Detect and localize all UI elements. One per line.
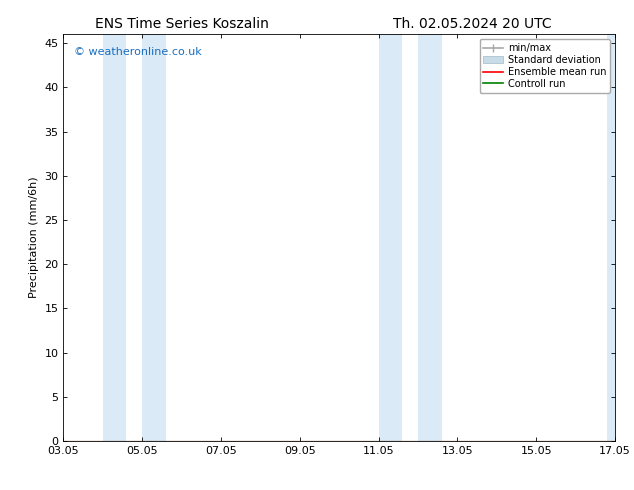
Text: ENS Time Series Koszalin: ENS Time Series Koszalin — [95, 17, 269, 31]
Bar — [142, 34, 166, 441]
Y-axis label: Precipitation (mm/6h): Precipitation (mm/6h) — [29, 177, 39, 298]
Bar — [418, 34, 442, 441]
Text: Th. 02.05.2024 20 UTC: Th. 02.05.2024 20 UTC — [393, 17, 552, 31]
Text: © weatheronline.co.uk: © weatheronline.co.uk — [74, 47, 202, 56]
Bar — [378, 34, 402, 441]
Bar — [607, 34, 623, 441]
Bar — [103, 34, 126, 441]
Legend: min/max, Standard deviation, Ensemble mean run, Controll run: min/max, Standard deviation, Ensemble me… — [479, 39, 610, 93]
